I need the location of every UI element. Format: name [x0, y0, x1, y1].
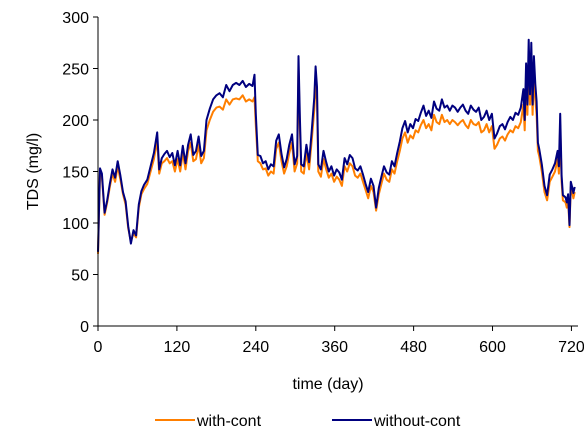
y-tick-label: 50	[71, 268, 89, 285]
y-tick-label: 200	[62, 113, 89, 130]
y-tick-label: 150	[62, 165, 89, 182]
y-tick-label: 250	[62, 62, 89, 79]
x-tick-label: 240	[242, 339, 269, 356]
y-axis-ticks: 0 50 100 150 200 250 300	[62, 10, 98, 336]
y-axis-title: TDS (mg/l)	[25, 133, 42, 210]
x-tick-label: 720	[558, 339, 584, 356]
x-tick-label: 120	[164, 339, 191, 356]
x-axis-title: time (day)	[292, 376, 363, 393]
x-tick-label: 360	[321, 339, 348, 356]
x-tick-label: 600	[479, 339, 506, 356]
y-tick-label: 100	[62, 216, 89, 233]
series-line-with-cont	[97, 62, 576, 254]
series-line-without-cont	[97, 38, 576, 252]
x-axis-ticks: 0 120 240 360 480 600 720	[94, 326, 584, 356]
series-lines	[97, 38, 576, 254]
x-tick-label: 0	[94, 339, 103, 356]
y-tick-label: 300	[62, 10, 89, 27]
legend: with-cont without-cont	[155, 413, 461, 430]
legend-label-without-cont: without-cont	[373, 413, 461, 430]
y-tick-label: 0	[80, 319, 89, 336]
legend-label-with-cont: with-cont	[196, 413, 262, 430]
x-tick-label: 480	[400, 339, 427, 356]
